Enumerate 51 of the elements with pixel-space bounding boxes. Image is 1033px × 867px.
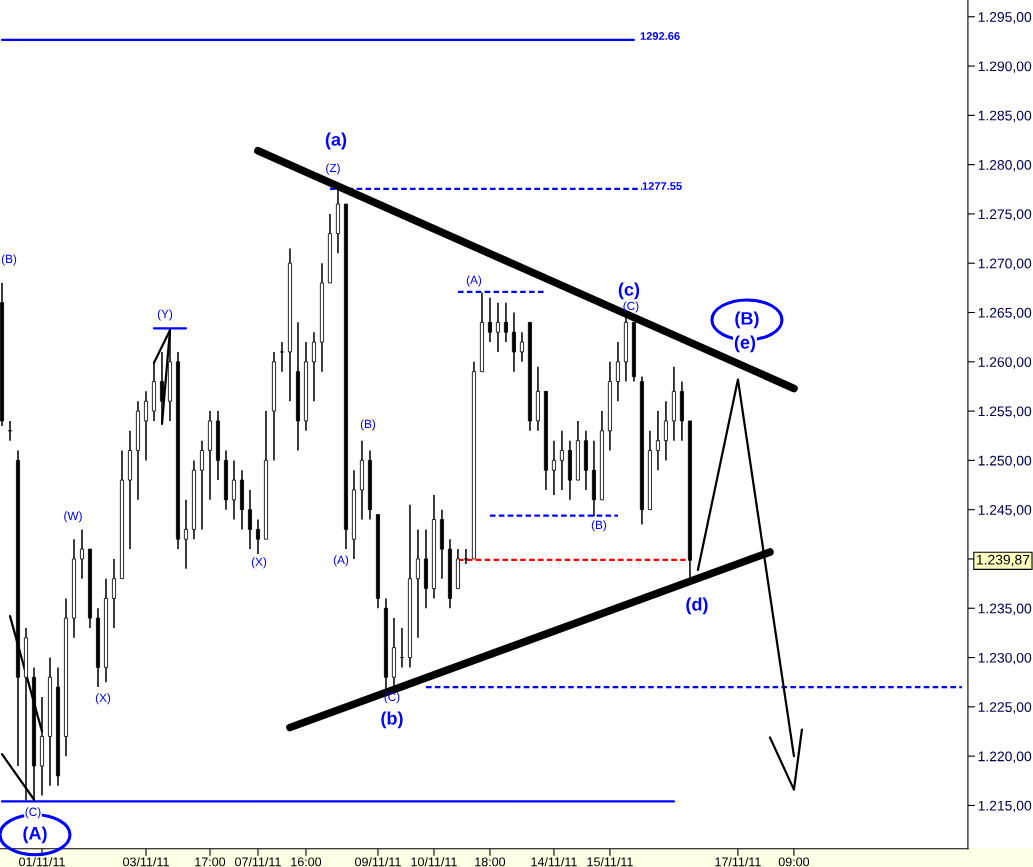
annotation: (Z): [326, 163, 340, 175]
x-tick-label: 01/11/11: [19, 857, 65, 867]
annotation: (Y): [157, 309, 173, 321]
annotation: (e): [734, 335, 756, 353]
annotation: (W): [64, 511, 82, 523]
x-tick-label: 07/11/11: [235, 857, 281, 867]
y-tick-label: 1.290,00: [978, 61, 1032, 73]
x-tick-label: 18:00: [475, 857, 506, 867]
x-tick-label: 03/11/11: [123, 857, 169, 867]
y-tick-label: 1.215,00: [978, 800, 1032, 813]
annotation: (c): [618, 282, 640, 300]
annotation: (X): [95, 693, 111, 705]
annotation: (B): [591, 520, 607, 532]
x-tick-label: 15/11/11: [587, 857, 633, 867]
annotation: (B): [1, 254, 17, 266]
annotation: (B): [360, 419, 376, 431]
y-tick-label: 1.260,00: [978, 357, 1032, 369]
y-tick-label: 1.270,00: [978, 258, 1032, 271]
x-tick-label: 16:00: [291, 857, 322, 867]
annotation: (A): [333, 555, 349, 567]
y-tick-label: 1.225,00: [978, 702, 1032, 714]
x-tick-label: 09:00: [778, 857, 810, 867]
y-tick-label: 1.275,00: [978, 209, 1032, 221]
y-tick-label: 1.250,00: [978, 455, 1032, 468]
y-tick-label: 1.220,00: [978, 751, 1032, 763]
y-tick-label: 1.265,00: [978, 307, 1032, 320]
y-tick-label: 1.245,00: [978, 505, 1032, 517]
y-tick-label: 1.230,00: [978, 652, 1032, 665]
y-tick-label: 1.235,00: [978, 603, 1032, 616]
annotation: (B): [735, 311, 759, 329]
x-tick-label: 17/11/11: [715, 857, 761, 867]
x-tick-label: 17:00: [195, 857, 226, 867]
annotation: (C): [25, 807, 41, 819]
y-tick-label: 1.280,00: [978, 159, 1032, 172]
annotation: (A): [466, 275, 482, 287]
annotation: (a): [325, 132, 347, 150]
annotation: (d): [686, 597, 708, 615]
x-tick-label: 14/11/11: [531, 857, 577, 867]
annotation: 1277.55: [642, 182, 682, 190]
annotation: (X): [251, 557, 267, 569]
annotation: 1292.66: [640, 32, 680, 40]
y-tick-label: 1.255,00: [978, 406, 1032, 418]
annotation: (A): [23, 826, 47, 844]
annotation: (C): [623, 301, 639, 313]
text: 1.239,87: [976, 554, 1030, 567]
y-tick-label: 1.285,00: [978, 110, 1032, 123]
annotation: (C): [384, 692, 400, 704]
x-tick-label: 09/11/11: [355, 857, 401, 867]
y-tick-label: 1.295,00: [978, 12, 1032, 24]
annotation: (b): [381, 711, 403, 729]
x-tick-label: 10/11/11: [411, 857, 457, 867]
